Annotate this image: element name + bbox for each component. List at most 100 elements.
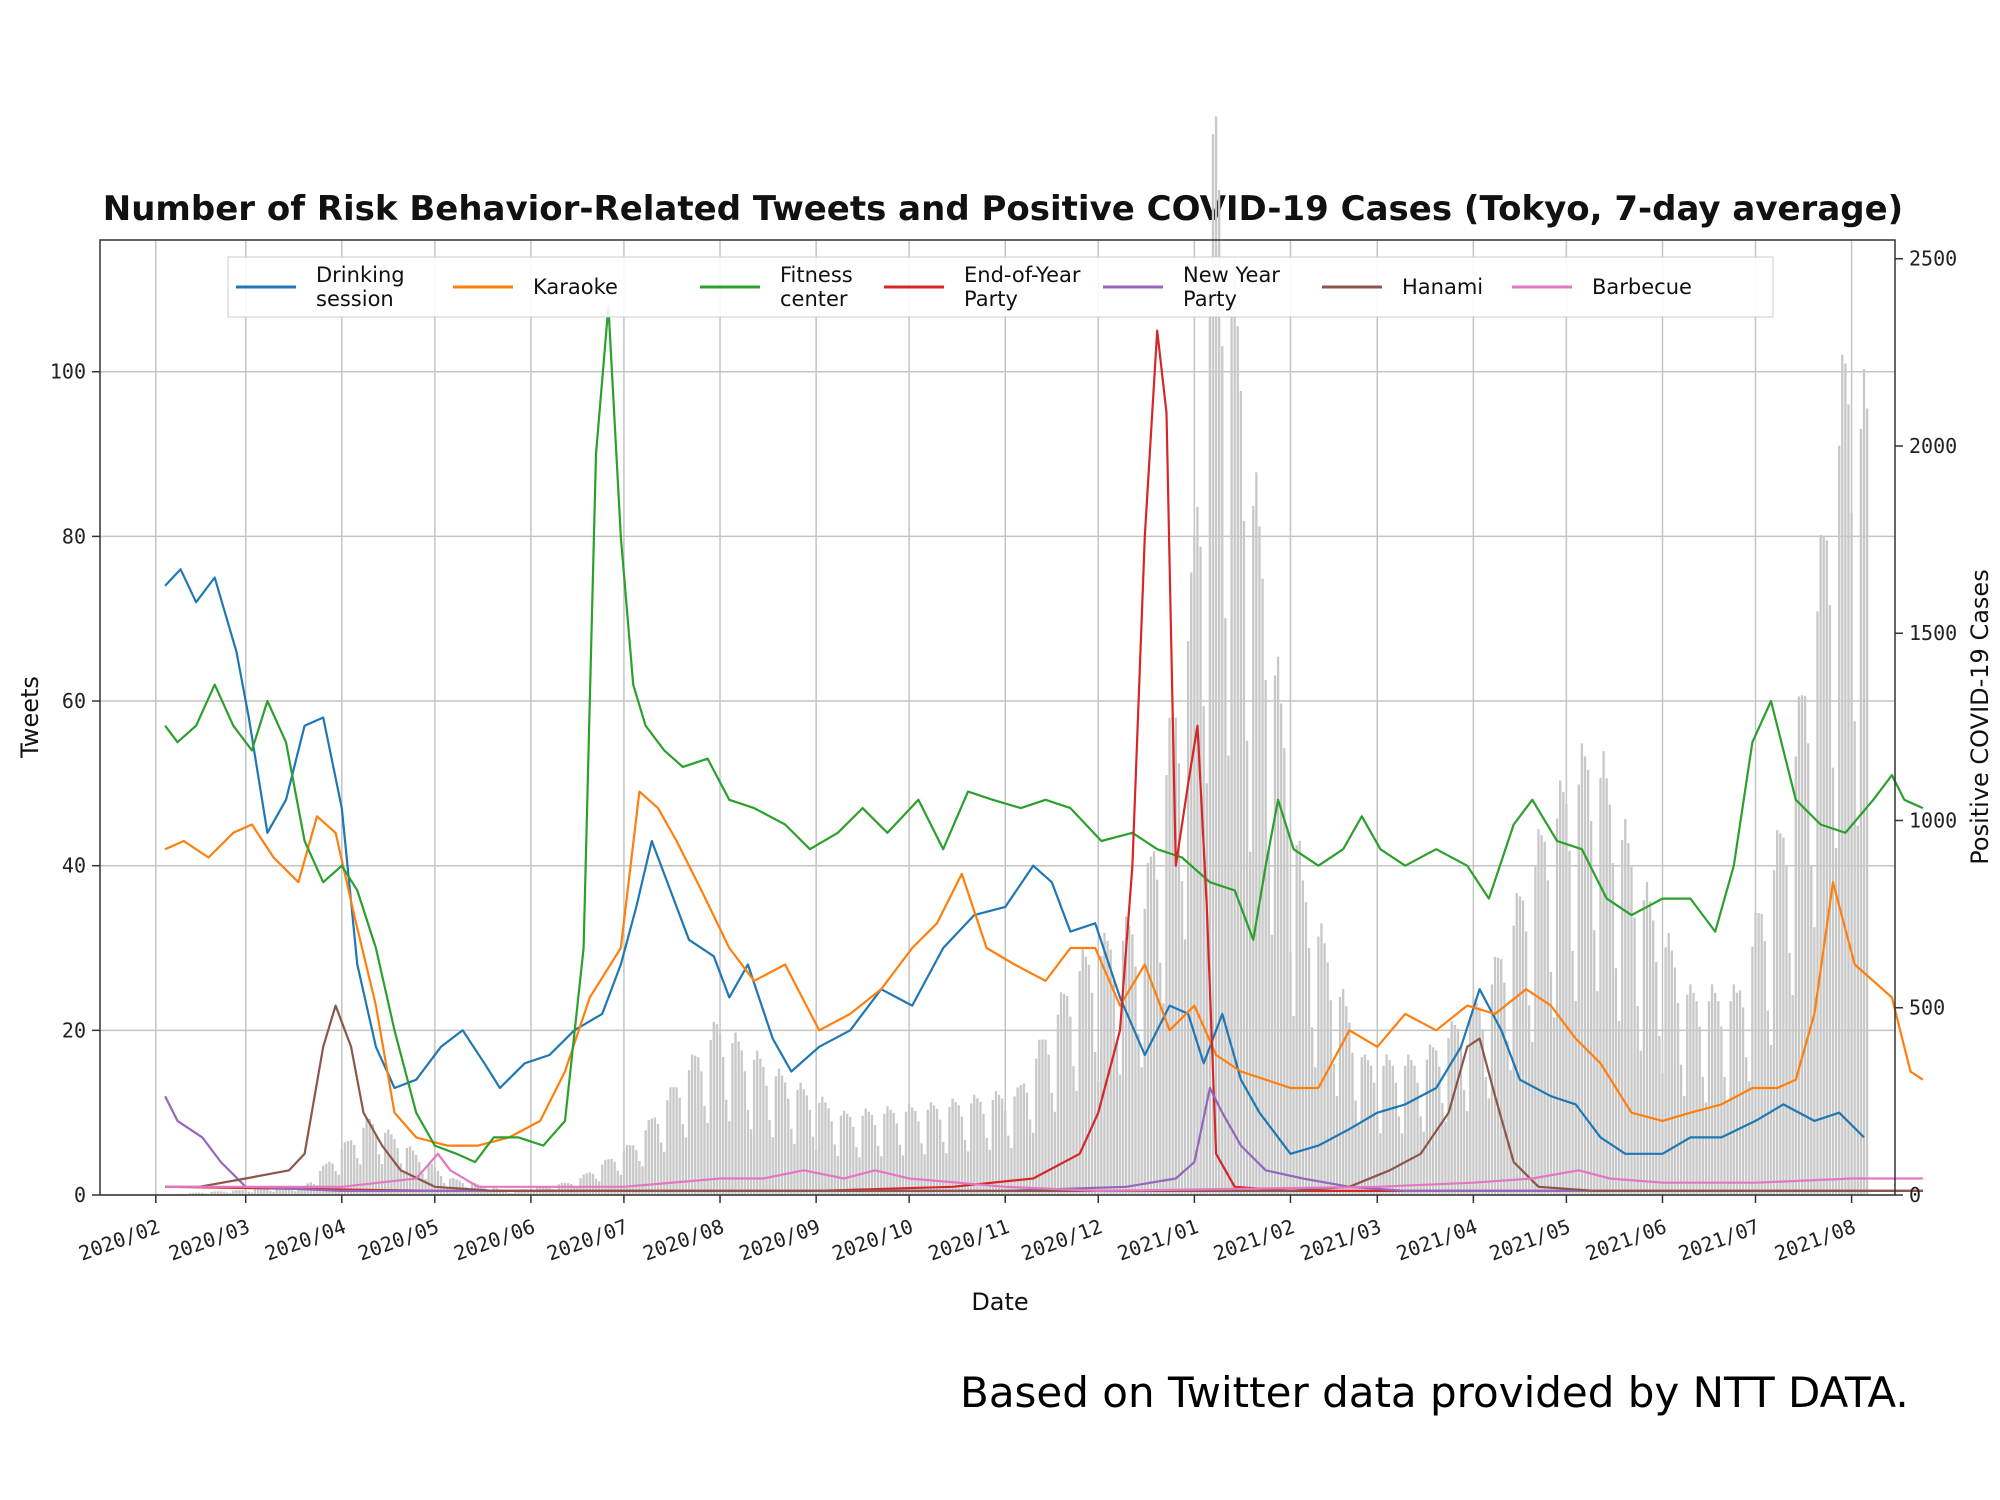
cases-bar: [1128, 925, 1131, 1195]
cases-bar: [287, 1188, 291, 1195]
cases-bar: [201, 1192, 204, 1195]
cases-bar: [994, 1091, 998, 1195]
cases-bar: [331, 1163, 334, 1195]
cases-bar: [1679, 1064, 1683, 1195]
cases-bar: [1016, 1087, 1019, 1195]
cases-bar: [1007, 1135, 1010, 1195]
cases-bar: [808, 1109, 812, 1195]
x-tick-label: 2020/12: [1018, 1214, 1105, 1265]
cases-bar: [904, 1111, 908, 1195]
cases-bar: [390, 1134, 393, 1195]
cases-bar: [861, 1115, 864, 1195]
cases-bar: [1614, 968, 1618, 1195]
cases-bar: [647, 1120, 650, 1195]
cases-bar: [1422, 1131, 1425, 1195]
cases-bar: [1159, 962, 1162, 1195]
cases-bar: [1066, 996, 1069, 1195]
cases-bar: [960, 1116, 964, 1195]
cases-bar: [269, 1190, 272, 1195]
cases-bar: [1565, 803, 1568, 1195]
cases-bar: [1537, 829, 1540, 1195]
cases-bar: [1093, 1052, 1097, 1195]
x-tick-label: 2020/09: [736, 1214, 823, 1265]
y2-tick-label: 0: [1909, 1183, 1921, 1207]
cases-bar: [759, 1058, 762, 1195]
cases-bar: [616, 1170, 619, 1195]
cases-bar: [926, 1109, 929, 1195]
cases-bar: [1661, 1073, 1664, 1195]
cases-bar: [1103, 932, 1106, 1195]
cases-bar: [976, 1098, 979, 1195]
cases-bar: [1000, 1098, 1004, 1195]
cases-bar: [901, 1155, 905, 1195]
cases-bar: [1676, 1003, 1680, 1195]
cases-bar: [752, 1059, 756, 1195]
cases-bar: [1326, 962, 1329, 1195]
cases-bar: [588, 1172, 591, 1195]
cases-bar: [1155, 879, 1159, 1195]
cases-bar: [256, 1188, 260, 1195]
cases-bar: [1320, 923, 1323, 1195]
cases-bar: [1416, 1082, 1419, 1195]
cases-bar: [1559, 780, 1562, 1195]
y-axis-label: Tweets: [16, 676, 44, 759]
cases-bar: [914, 1110, 917, 1195]
cases-bar: [718, 1033, 722, 1195]
cases-bar: [1168, 717, 1171, 1195]
cases-bar: [802, 1089, 805, 1195]
cases-bar: [1586, 769, 1590, 1195]
cases-bar: [1571, 951, 1574, 1195]
cases-bar: [1472, 997, 1475, 1195]
cases-bar: [811, 1136, 815, 1195]
cases-bar: [1323, 943, 1326, 1195]
cases-bar: [1413, 1065, 1416, 1195]
cases-bar: [1435, 1050, 1438, 1195]
cases-bar: [1022, 1083, 1026, 1195]
cases-bar: [1648, 901, 1652, 1195]
cases-bar: [923, 1154, 926, 1195]
cases-bar: [377, 1154, 381, 1195]
legend-label: Barbecue: [1592, 275, 1692, 299]
cases-bar: [659, 1142, 663, 1195]
cases-bar: [985, 1137, 988, 1195]
cases-bar: [818, 1102, 821, 1195]
cases-bar: [641, 1166, 644, 1195]
cases-bar: [1146, 863, 1150, 1195]
cases-bar: [610, 1158, 613, 1195]
cases-bar: [895, 1123, 898, 1195]
cases-bar: [1180, 881, 1184, 1195]
cases-bar: [945, 1153, 948, 1195]
cases-bar: [1689, 984, 1692, 1195]
cases-bar: [1100, 955, 1103, 1195]
cases-bar: [1546, 880, 1549, 1195]
cases-bar: [1276, 656, 1280, 1195]
cases-bar: [1081, 949, 1084, 1195]
cases-bar: [1518, 896, 1522, 1195]
cases-bar: [1025, 1092, 1029, 1195]
cases-bar: [1171, 716, 1174, 1195]
legend-label: Karaoke: [533, 275, 618, 299]
cases-bar: [1245, 740, 1249, 1195]
cases-bar: [728, 1121, 731, 1195]
x-tick-label: 2020/11: [925, 1214, 1012, 1265]
x-tick-label: 2020/03: [165, 1214, 252, 1265]
cases-bar: [1469, 1016, 1472, 1195]
cases-bar: [1853, 721, 1856, 1195]
cases-bar: [762, 1066, 765, 1195]
cases-bar: [263, 1188, 266, 1195]
x-tick-label: 2020/04: [262, 1214, 349, 1265]
cases-bar: [1298, 840, 1301, 1195]
cases-bar: [291, 1190, 294, 1195]
cases-bar: [1255, 472, 1258, 1195]
cases-bar: [1391, 1065, 1394, 1195]
cases-bar: [966, 1151, 970, 1195]
cases-bar: [325, 1163, 328, 1195]
cases-bar: [1670, 950, 1673, 1195]
cases-bar: [1503, 982, 1506, 1195]
cases-bar: [188, 1193, 192, 1195]
cases-bar: [1459, 1047, 1463, 1195]
cases-bar: [337, 1174, 340, 1195]
series-line-drinking-session: [164, 568, 1865, 1155]
cases-bar: [638, 1160, 641, 1195]
cases-bar: [898, 1144, 902, 1195]
